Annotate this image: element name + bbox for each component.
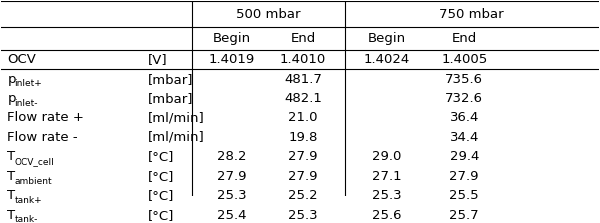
Text: 27.9: 27.9 [217, 170, 246, 183]
Text: 1.4005: 1.4005 [441, 53, 487, 66]
Text: 500 mbar: 500 mbar [236, 8, 301, 21]
Text: OCV_cell: OCV_cell [14, 157, 54, 166]
Text: 482.1: 482.1 [284, 92, 322, 105]
Text: 27.9: 27.9 [449, 170, 479, 183]
Text: [°C]: [°C] [148, 150, 174, 163]
Text: p: p [7, 73, 16, 86]
Text: 27.9: 27.9 [288, 170, 318, 183]
Text: [°C]: [°C] [148, 170, 174, 183]
Text: inlet+: inlet+ [14, 79, 42, 89]
Text: 28.2: 28.2 [217, 150, 246, 163]
Text: [mbar]: [mbar] [148, 73, 193, 86]
Text: OCV: OCV [7, 53, 36, 66]
Text: tank-: tank- [14, 215, 38, 223]
Text: [V]: [V] [148, 53, 167, 66]
Text: 29.0: 29.0 [372, 150, 401, 163]
Text: [°C]: [°C] [148, 189, 174, 202]
Text: 34.4: 34.4 [449, 131, 479, 144]
Text: 735.6: 735.6 [445, 73, 483, 86]
Text: T: T [7, 150, 16, 163]
Text: Begin: Begin [212, 32, 250, 45]
Text: 25.3: 25.3 [288, 209, 318, 222]
Text: Begin: Begin [368, 32, 406, 45]
Text: 1.4010: 1.4010 [280, 53, 326, 66]
Text: 25.2: 25.2 [288, 189, 318, 202]
Text: ambient: ambient [14, 177, 52, 186]
Text: 732.6: 732.6 [445, 92, 483, 105]
Text: T: T [7, 209, 16, 222]
Text: 27.9: 27.9 [288, 150, 318, 163]
Text: 25.3: 25.3 [372, 189, 401, 202]
Text: Flow rate +: Flow rate + [7, 112, 84, 124]
Text: inlet-: inlet- [14, 99, 38, 108]
Text: tank+: tank+ [14, 196, 42, 205]
Text: Flow rate -: Flow rate - [7, 131, 78, 144]
Text: [ml/min]: [ml/min] [148, 112, 205, 124]
Text: 19.8: 19.8 [288, 131, 317, 144]
Text: 481.7: 481.7 [284, 73, 322, 86]
Text: 36.4: 36.4 [449, 112, 479, 124]
Text: T: T [7, 170, 16, 183]
Text: End: End [452, 32, 477, 45]
Text: [ml/min]: [ml/min] [148, 131, 205, 144]
Text: 29.4: 29.4 [449, 150, 479, 163]
Text: 21.0: 21.0 [288, 112, 318, 124]
Text: 750 mbar: 750 mbar [439, 8, 504, 21]
Text: 1.4024: 1.4024 [364, 53, 410, 66]
Text: 25.3: 25.3 [217, 189, 246, 202]
Text: 25.4: 25.4 [217, 209, 246, 222]
Text: 27.1: 27.1 [372, 170, 401, 183]
Text: p: p [7, 92, 16, 105]
Text: End: End [290, 32, 316, 45]
Text: 25.7: 25.7 [449, 209, 479, 222]
Text: 25.6: 25.6 [372, 209, 401, 222]
Text: 25.5: 25.5 [449, 189, 479, 202]
Text: [mbar]: [mbar] [148, 92, 193, 105]
Text: T: T [7, 189, 16, 202]
Text: 1.4019: 1.4019 [208, 53, 254, 66]
Text: [°C]: [°C] [148, 209, 174, 222]
